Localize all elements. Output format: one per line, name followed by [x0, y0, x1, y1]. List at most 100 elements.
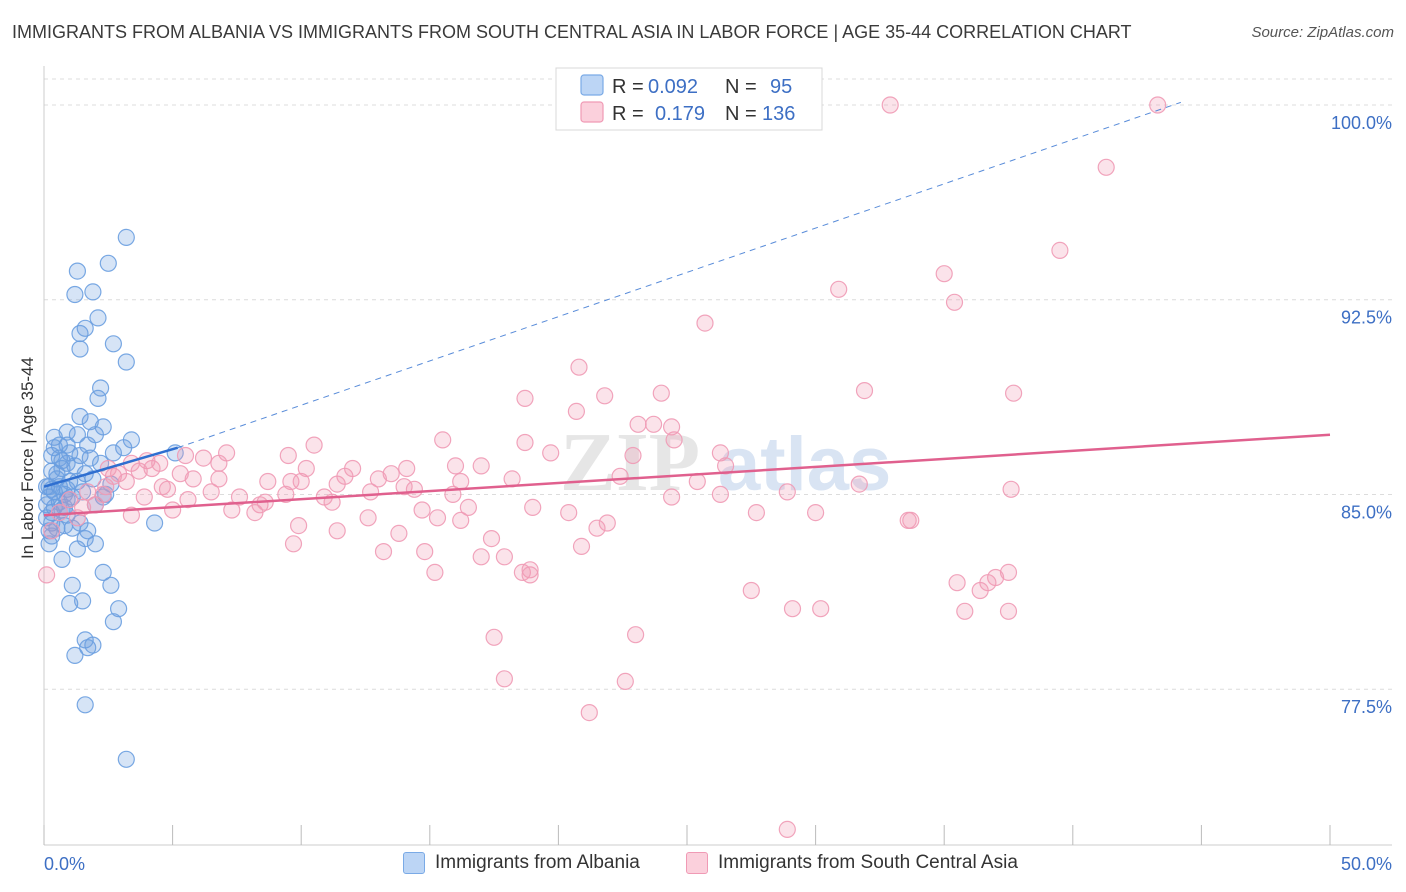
point-series-1-117: [50, 503, 69, 522]
point-series-1-22: [542, 444, 560, 462]
point-series-1-111: [495, 670, 513, 688]
point-series-1-127: [716, 457, 735, 475]
point-series-1-26: [279, 446, 297, 465]
point-series-1-8: [570, 358, 588, 376]
bottom-legend-swatch-albania: [403, 852, 425, 874]
point-series-1-107: [956, 602, 974, 620]
point-series-1-109: [626, 626, 645, 644]
point-series-0-3: [84, 283, 102, 301]
point-series-1-43: [282, 472, 300, 491]
point-series-1-76: [560, 503, 578, 522]
point-series-1-113: [580, 703, 598, 722]
point-series-1-1: [881, 96, 899, 114]
point-series-1-25: [176, 446, 195, 465]
point-series-0-79: [66, 646, 84, 665]
point-series-1-87: [588, 519, 606, 537]
bottom-legend-label-south-central-asia: Immigrants from South Central Asia: [718, 852, 1018, 873]
point-series-0-13: [71, 407, 89, 426]
legend-r-label-2: R =: [612, 103, 644, 125]
y-tick-label-0: 77.5%: [1341, 697, 1392, 717]
point-series-1-12: [652, 384, 670, 402]
point-series-1-16: [662, 418, 681, 436]
point-series-1-9: [855, 382, 874, 400]
point-series-0-17: [68, 426, 87, 444]
gridlines: [44, 78, 1392, 690]
point-series-1-120: [158, 480, 177, 498]
point-series-1-133: [902, 511, 920, 530]
point-series-1-34: [398, 459, 416, 478]
point-series-1-85: [328, 522, 346, 540]
point-series-1-11: [596, 387, 614, 405]
point-series-1-81: [452, 511, 470, 530]
legend-n-value-1: 95: [770, 76, 792, 98]
bottom-legend-swatch-south-central-asia: [686, 852, 708, 874]
point-series-1-99: [999, 563, 1018, 582]
legend-swatch-south-central-asia: [580, 101, 604, 123]
point-series-1-42: [259, 472, 277, 491]
trend-lines: [43, 101, 1331, 517]
point-series-1-57: [405, 480, 423, 498]
point-series-1-84: [290, 516, 308, 535]
point-series-1-86: [390, 524, 408, 543]
point-series-1-39: [171, 465, 189, 483]
y-tick-labels: 77.5% 85.0% 92.5% 100.0%: [1331, 113, 1392, 717]
point-series-1-17: [629, 415, 647, 433]
point-series-1-0: [1149, 96, 1167, 114]
point-series-0-6: [76, 319, 94, 337]
point-series-0-26: [115, 439, 133, 457]
point-series-0-10: [117, 353, 135, 371]
point-series-0-14: [81, 413, 99, 431]
point-series-1-74: [459, 498, 477, 516]
point-series-0-68: [53, 550, 71, 569]
legend-r-value-1: 0.092: [648, 76, 698, 98]
point-series-0-74: [109, 600, 128, 618]
point-series-1-6: [830, 280, 848, 298]
point-series-1-51: [850, 475, 868, 493]
point-series-1-101: [948, 574, 966, 592]
point-series-1-83: [598, 514, 616, 532]
trend-line-albania: [43, 446, 179, 488]
point-series-0-80: [76, 696, 94, 714]
point-series-0-69: [94, 563, 112, 582]
point-series-0-66: [86, 535, 105, 553]
point-series-1-38: [611, 467, 629, 485]
point-series-1-129: [624, 446, 642, 465]
point-series-1-118: [37, 566, 56, 584]
point-series-0-1: [99, 254, 117, 272]
bottom-legend-albania: Immigrants from Albania: [403, 852, 640, 874]
point-series-0-78: [79, 639, 97, 657]
point-series-1-75: [246, 503, 264, 522]
point-series-1-47: [117, 472, 135, 491]
point-series-0-73: [61, 594, 79, 613]
point-series-0-90: [45, 439, 63, 457]
legend-n-label-2: N =: [725, 103, 757, 125]
point-series-1-80: [359, 509, 377, 527]
source-label: Source: ZipAtlas.com: [1251, 24, 1394, 41]
point-series-1-62: [662, 488, 681, 506]
y-tick-label-2: 92.5%: [1341, 308, 1392, 328]
point-series-0-25: [71, 446, 89, 465]
point-series-0-9: [71, 340, 89, 358]
point-series-1-103: [971, 581, 989, 600]
chart-title: IMMIGRANTS FROM ALBANIA VS IMMIGRANTS FR…: [12, 22, 1132, 42]
point-series-1-30: [210, 454, 228, 472]
legend-n-value-2: 136: [762, 103, 795, 125]
point-series-0-70: [63, 576, 81, 594]
point-series-1-72: [164, 501, 182, 519]
point-series-1-4: [935, 265, 953, 283]
point-series-1-63: [711, 485, 730, 503]
point-series-1-54: [202, 483, 220, 501]
x-tick-labels: 0.0% 50.0%: [44, 854, 1392, 874]
point-series-1-15: [644, 415, 663, 433]
point-series-1-13: [516, 389, 534, 407]
y-tick-label-3: 100.0%: [1331, 113, 1392, 133]
point-series-1-96: [426, 563, 444, 582]
point-series-1-122: [223, 501, 241, 519]
point-series-1-31: [446, 457, 465, 475]
point-series-1-132: [806, 503, 825, 522]
point-series-0-75: [104, 613, 123, 631]
trend-extension-albania: [177, 101, 1181, 449]
point-series-1-18: [434, 431, 452, 449]
point-series-1-94: [495, 548, 513, 566]
point-series-0-5: [89, 309, 107, 327]
